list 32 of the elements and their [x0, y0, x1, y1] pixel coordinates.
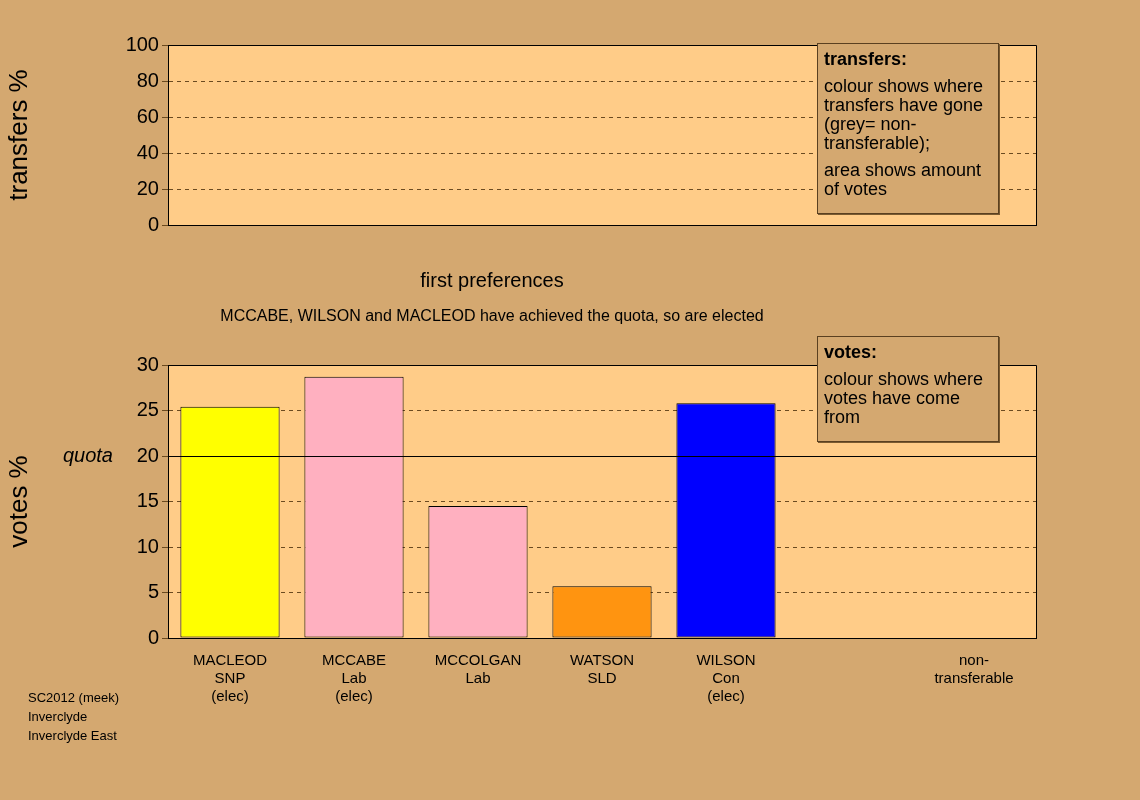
text: votes:	[824, 342, 878, 362]
x-tick-label: WATSON SLD	[569, 651, 635, 687]
y-tick-label: 0	[147, 625, 159, 648]
y-tick-label: 100	[125, 32, 159, 55]
x-tick-label: MACLEOD SNP (elec)	[192, 651, 268, 705]
x-tick-label: WILSON Con (elec)	[696, 651, 756, 705]
y-tick-label: 15	[136, 489, 159, 512]
y-tick-label: 60	[136, 104, 159, 127]
y-tick-label: 5	[147, 580, 159, 603]
y-tick-label: 80	[136, 68, 159, 91]
text: SC2012 (meek)	[28, 689, 120, 707]
text: Inverclyde	[28, 708, 89, 726]
x-tick-label: MCCABE Lab (elec)	[321, 651, 387, 705]
annotation: colour shows where votes have come from	[824, 369, 985, 427]
y-tick-label: 0	[147, 212, 159, 235]
chart-subtitle: MCCABE, WILSON and MACLEOD have achieved the quota, so are elected	[219, 307, 765, 325]
x-tick-label: MCCOLGAN Lab	[434, 651, 522, 687]
y-tick-label: 30	[136, 352, 159, 375]
y-tick-label: 20	[136, 176, 159, 199]
ref-line-label: quota	[62, 444, 113, 467]
y-axis-title: votes %	[2, 455, 33, 548]
y-tick-label: 25	[136, 398, 159, 421]
y-tick-label: 20	[136, 443, 159, 466]
y-axis-title: transfers %	[2, 69, 33, 201]
y-tick-label: 10	[136, 534, 159, 557]
x-tick-label: non- transferable	[934, 651, 1014, 687]
text: Inverclyde East	[28, 727, 118, 745]
annotation: transfers:	[824, 49, 909, 69]
chart-title: first preferences	[419, 269, 565, 292]
annotation: colour shows where transfers have gone (grey= non-transferable);	[824, 76, 985, 153]
annotation: area shows amount of votes	[824, 160, 983, 199]
y-tick-label: 40	[136, 140, 159, 163]
